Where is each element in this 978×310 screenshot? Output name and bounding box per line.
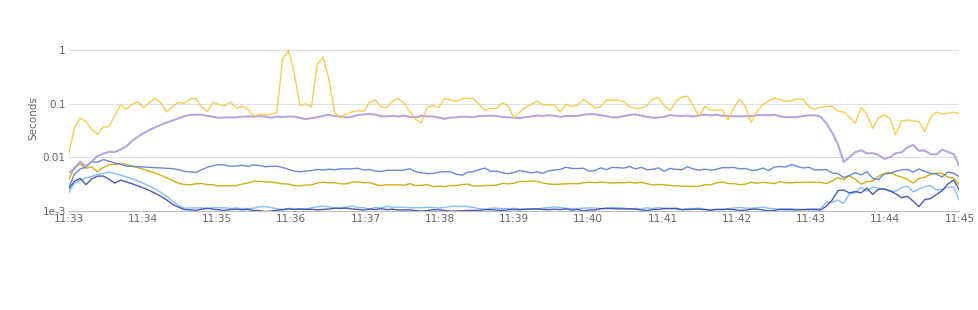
Max [496,101,508,105]
p90 [114,162,126,165]
p95 [860,170,871,174]
p75 [935,189,947,193]
p90 [953,183,964,187]
p50 [687,207,698,210]
p50 [866,185,877,189]
Max [953,112,964,115]
p75 [692,207,704,211]
p50 [103,170,114,174]
p99 [860,152,871,155]
p50 [877,187,889,191]
p99 [953,164,964,168]
p90 [502,182,513,186]
p90 [935,171,947,175]
Max [63,153,74,157]
p75 [820,204,831,208]
Line: Max: Max [68,50,958,155]
p75 [877,187,889,191]
p99 [871,153,883,157]
p95 [929,172,941,176]
p90 [877,172,889,175]
Max [871,116,883,120]
p75 [63,188,74,191]
Max [860,112,871,116]
p75 [502,208,513,212]
p90 [866,179,877,183]
p50 [63,191,74,195]
p50 [796,208,808,211]
Line: p99: p99 [68,114,958,173]
p75 [866,193,877,196]
p95 [97,158,109,162]
Line: p75: p75 [68,176,958,211]
p95 [496,171,508,175]
p50 [496,207,508,210]
p50 [935,188,947,192]
p95 [63,187,74,190]
p90 [426,185,438,188]
p99 [814,115,825,119]
p99 [687,115,698,118]
p75 [97,174,109,178]
p90 [692,184,704,188]
Line: p90: p90 [68,163,958,187]
p95 [871,178,883,181]
p99 [496,115,508,119]
Max [283,48,294,52]
p95 [953,175,964,179]
p99 [929,153,941,156]
p50 [953,199,964,202]
Max [687,104,698,108]
p90 [63,178,74,182]
p75 [953,188,964,192]
p75 [259,210,271,213]
Line: p50: p50 [68,172,958,210]
Y-axis label: Seconds: Seconds [28,96,38,140]
p99 [63,171,74,175]
Line: p95: p95 [68,160,958,188]
p95 [814,168,825,172]
p50 [820,201,831,204]
Max [929,110,941,114]
p99 [363,112,375,116]
p90 [820,182,831,185]
p95 [687,167,698,171]
Max [814,105,825,109]
